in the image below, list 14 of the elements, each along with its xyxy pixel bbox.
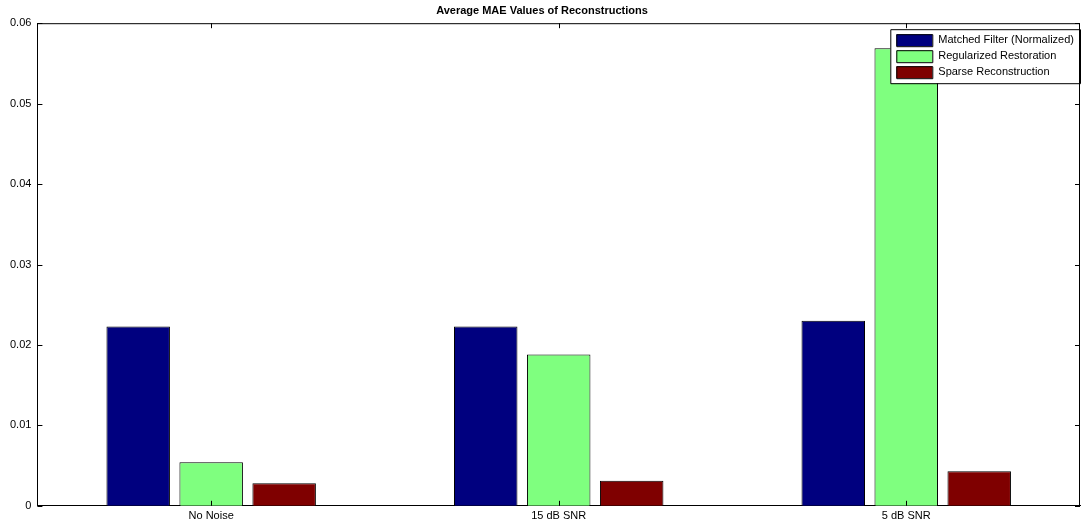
legend-label: Regularized Restoration xyxy=(938,49,1057,62)
y-tick-label: 0.02 xyxy=(9,337,32,350)
x-tick-label: 15 dB SNR xyxy=(531,509,587,522)
y-tick-label: 0.01 xyxy=(9,418,32,431)
legend-label: Sparse Reconstruction xyxy=(938,65,1050,78)
legend-label: Matched Filter (Normalized) xyxy=(938,33,1074,46)
y-tick-label: 0.04 xyxy=(9,177,32,190)
y-tick-label: 0 xyxy=(25,498,32,511)
y-tick-label: 0.03 xyxy=(9,257,32,270)
x-tick-label: No Noise xyxy=(188,509,234,522)
y-tick-label: 0.06 xyxy=(9,16,32,29)
y-tick-label: 0.05 xyxy=(9,96,32,109)
chart-title: Average MAE Values of Reconstructions xyxy=(436,3,648,16)
x-tick-label: 5 dB SNR xyxy=(881,509,931,522)
